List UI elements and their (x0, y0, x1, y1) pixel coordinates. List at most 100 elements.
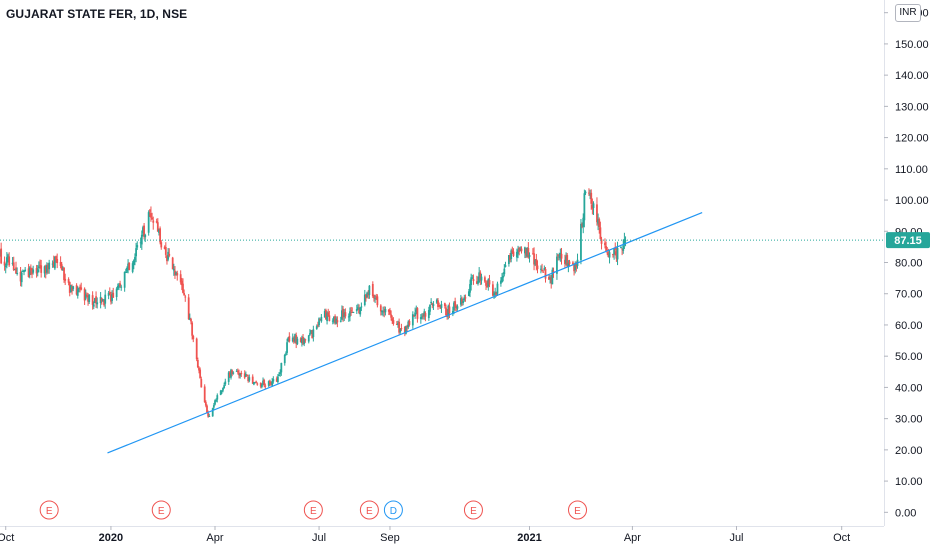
candle-body (549, 277, 551, 279)
candle-body (336, 320, 339, 323)
candle-body (104, 294, 107, 304)
candle (600, 236, 603, 250)
candle-body (355, 309, 358, 312)
candle-body (493, 293, 495, 296)
candle (487, 278, 490, 291)
candle (8, 252, 11, 267)
candle (67, 277, 70, 286)
earnings-marker[interactable]: E (568, 500, 588, 520)
candle-body (572, 262, 574, 265)
candle-body (419, 317, 422, 320)
candle (419, 314, 422, 324)
candle (408, 319, 411, 327)
candle (509, 253, 511, 263)
candle-body (301, 338, 303, 344)
candle-body (95, 296, 97, 304)
earnings-marker[interactable]: E (303, 500, 323, 520)
x-tick-label: 2021 (517, 532, 541, 544)
candle (469, 279, 471, 298)
candle (499, 277, 502, 287)
candle (448, 302, 451, 319)
candle (558, 252, 561, 261)
candle-body (126, 268, 128, 272)
candle-body (384, 309, 387, 313)
candle-body (135, 248, 137, 257)
candle (227, 371, 230, 385)
candle (59, 256, 62, 269)
candle (467, 288, 470, 297)
candle-body (28, 267, 31, 276)
y-tick-label: 120.00 (895, 133, 929, 145)
overlays: 87.15 (0, 211, 930, 454)
x-tick-label: Jul (312, 532, 326, 544)
candle (612, 253, 614, 258)
candle (359, 307, 362, 317)
candle (400, 323, 403, 331)
y-tick-label: 50.00 (895, 351, 923, 363)
candle (43, 265, 46, 278)
earnings-marker[interactable]: E (39, 500, 59, 520)
candle-body (175, 272, 178, 275)
candle (264, 383, 267, 390)
candle (614, 242, 617, 256)
candle (103, 299, 105, 307)
candle (28, 266, 31, 279)
candle (280, 362, 283, 376)
candle-body (136, 245, 139, 248)
candle (485, 280, 487, 290)
event-marker-circle (359, 500, 379, 520)
candle (299, 337, 302, 343)
candle-body (461, 298, 463, 303)
candle (171, 256, 174, 270)
candle (88, 294, 91, 304)
candle-body (238, 372, 240, 376)
candle-body (536, 265, 539, 270)
candle-body (475, 281, 478, 284)
candle (323, 308, 326, 318)
candle (79, 284, 81, 293)
y-tick-label: 140.00 (895, 70, 929, 82)
candle-body (584, 191, 587, 194)
earnings-marker[interactable]: E (151, 500, 171, 520)
candle (381, 310, 383, 316)
candle (172, 263, 175, 276)
candle-body (311, 330, 314, 339)
currency-badge[interactable]: INR (895, 4, 921, 22)
candle-body (319, 318, 322, 321)
candle (118, 282, 120, 291)
candle (355, 304, 358, 314)
candle-body (39, 265, 41, 267)
candle (175, 271, 178, 276)
candle (160, 240, 163, 250)
candle (336, 316, 339, 328)
candle (588, 188, 590, 196)
candle-body (548, 277, 550, 280)
candle (13, 268, 16, 271)
candle (80, 282, 83, 291)
candle (102, 298, 104, 303)
candle-body (92, 304, 95, 307)
candle (424, 311, 427, 322)
candle (382, 306, 385, 317)
candle (413, 314, 415, 317)
candle-body (558, 256, 561, 258)
candle-body (147, 212, 150, 233)
candle-body (220, 390, 223, 392)
candle-body (198, 367, 200, 371)
candle (339, 316, 342, 323)
candle-body (350, 310, 352, 312)
candle (451, 306, 454, 317)
candle (3, 256, 6, 271)
candle (310, 329, 312, 334)
candle (621, 248, 624, 256)
earnings-marker[interactable]: E (463, 500, 483, 520)
candle-body (559, 253, 562, 259)
candle-body (150, 213, 152, 218)
candle (374, 295, 376, 304)
earnings-marker[interactable]: E (359, 500, 379, 520)
dividend-marker[interactable]: D (383, 500, 403, 520)
candle-body (215, 400, 218, 402)
candle (184, 294, 187, 302)
